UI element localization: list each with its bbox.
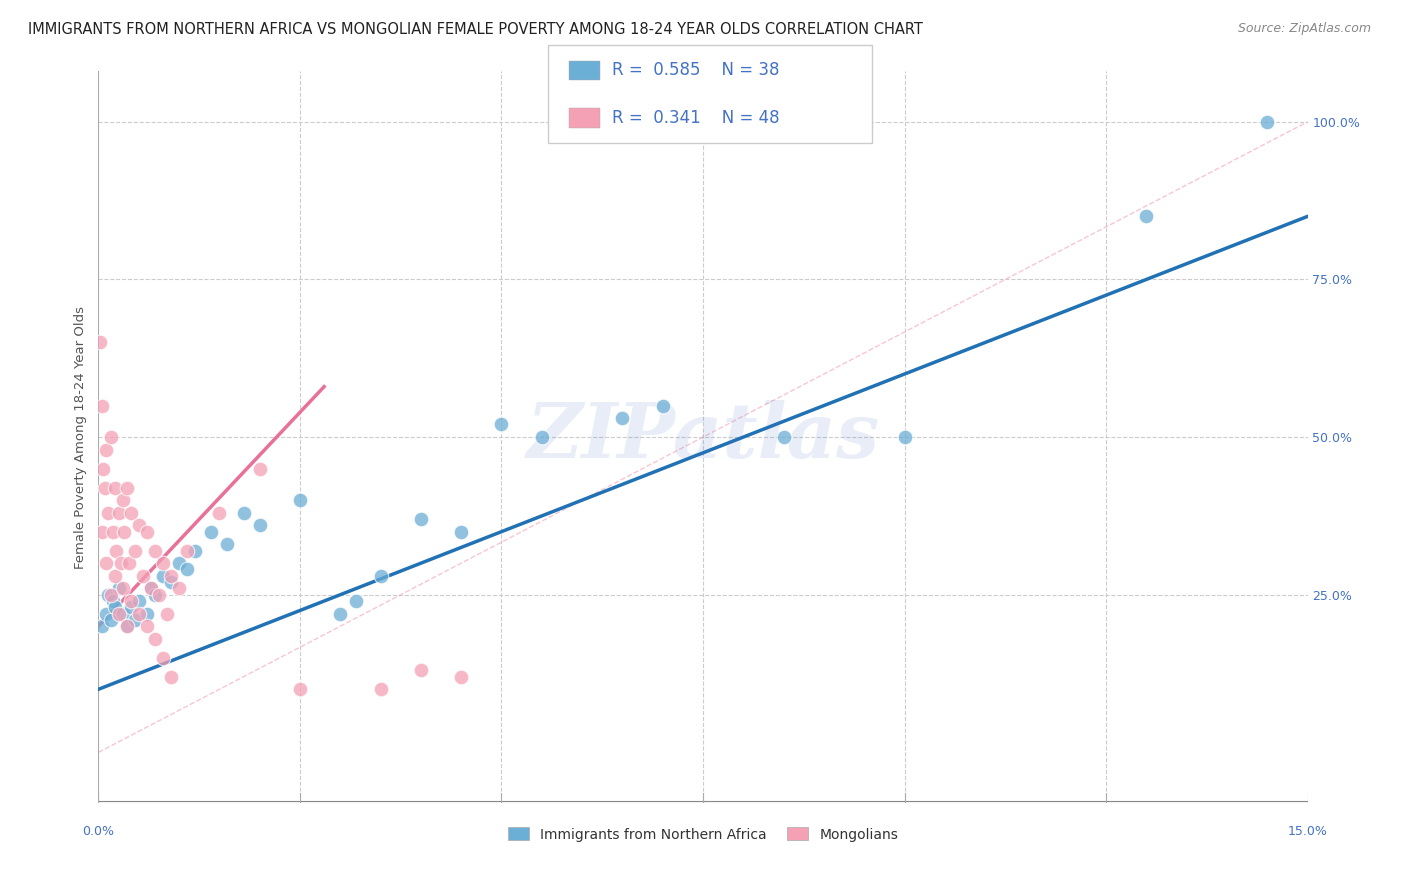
Point (94, 481, 117, 495)
Text: R =  0.341    N = 48: R = 0.341 N = 48 (612, 109, 779, 127)
Y-axis label: Female Poverty Among 18-24 Year Olds: Female Poverty Among 18-24 Year Olds (75, 306, 87, 568)
Point (167, 556, 190, 570)
Point (370, 682, 392, 697)
Text: 0.0%: 0.0% (83, 825, 114, 838)
Point (120, 600, 142, 615)
Point (103, 600, 125, 615)
Point (103, 481, 125, 495)
Point (143, 632, 166, 646)
Point (115, 481, 138, 495)
Point (105, 543, 128, 558)
Point (91, 619, 114, 633)
Point (184, 543, 207, 558)
Point (288, 682, 311, 697)
Point (132, 569, 155, 583)
Point (450, 524, 472, 539)
Point (450, 670, 472, 684)
Text: IMMIGRANTS FROM NORTHERN AFRICA VS MONGOLIAN FEMALE POVERTY AMONG 18-24 YEAR OLD: IMMIGRANTS FROM NORTHERN AFRICA VS MONGO… (28, 22, 922, 37)
Point (288, 493, 311, 508)
Point (200, 524, 222, 539)
Point (1256, 115, 1278, 129)
Point (152, 556, 174, 570)
Point (89, 335, 111, 350)
Point (249, 461, 271, 475)
Point (651, 399, 673, 413)
Point (120, 506, 142, 520)
Point (491, 417, 513, 432)
Point (107, 506, 129, 520)
Point (208, 506, 231, 520)
Point (152, 650, 174, 665)
Point (101, 594, 124, 608)
Point (176, 543, 198, 558)
Point (530, 430, 553, 444)
Text: 15.0%: 15.0% (1288, 825, 1327, 838)
Text: ZIPatlas: ZIPatlas (526, 401, 880, 474)
Point (152, 569, 174, 583)
Point (124, 543, 146, 558)
Point (112, 524, 135, 539)
Point (772, 430, 794, 444)
Point (139, 582, 162, 596)
Point (409, 664, 432, 678)
Point (612, 411, 634, 425)
Point (135, 524, 157, 539)
Point (111, 582, 134, 596)
Point (176, 562, 198, 576)
Point (96, 607, 118, 621)
Point (115, 619, 138, 633)
Point (97, 506, 120, 520)
Point (409, 512, 432, 526)
Point (110, 556, 132, 570)
Point (143, 543, 166, 558)
Point (135, 607, 157, 621)
Point (100, 613, 122, 627)
Point (97, 588, 120, 602)
Point (160, 575, 183, 590)
Point (96, 556, 118, 570)
Point (115, 619, 138, 633)
Point (249, 518, 271, 533)
Point (124, 613, 146, 627)
Point (90, 399, 112, 413)
Point (329, 607, 352, 621)
Point (101, 524, 124, 539)
Point (107, 607, 129, 621)
Text: R =  0.585    N = 38: R = 0.585 N = 38 (612, 62, 779, 79)
Point (118, 556, 141, 570)
Point (128, 594, 150, 608)
Point (135, 619, 157, 633)
Point (111, 493, 134, 508)
Point (111, 607, 134, 621)
Point (167, 582, 190, 596)
Point (128, 518, 150, 533)
Point (232, 506, 254, 520)
Point (103, 569, 125, 583)
Point (100, 588, 122, 602)
Point (128, 607, 150, 621)
Point (91, 461, 114, 475)
Point (1135, 210, 1157, 224)
Point (100, 430, 122, 444)
Point (160, 670, 183, 684)
Text: Source: ZipAtlas.com: Source: ZipAtlas.com (1237, 22, 1371, 36)
Point (148, 588, 170, 602)
Point (120, 594, 142, 608)
Point (893, 430, 915, 444)
Point (156, 607, 179, 621)
Point (91, 524, 114, 539)
Point (344, 594, 367, 608)
Point (370, 569, 392, 583)
Point (139, 582, 162, 596)
Legend: Immigrants from Northern Africa, Mongolians: Immigrants from Northern Africa, Mongoli… (502, 822, 904, 847)
Point (143, 588, 166, 602)
Point (217, 537, 239, 551)
Point (160, 569, 183, 583)
Point (107, 582, 129, 596)
Point (96, 442, 118, 457)
